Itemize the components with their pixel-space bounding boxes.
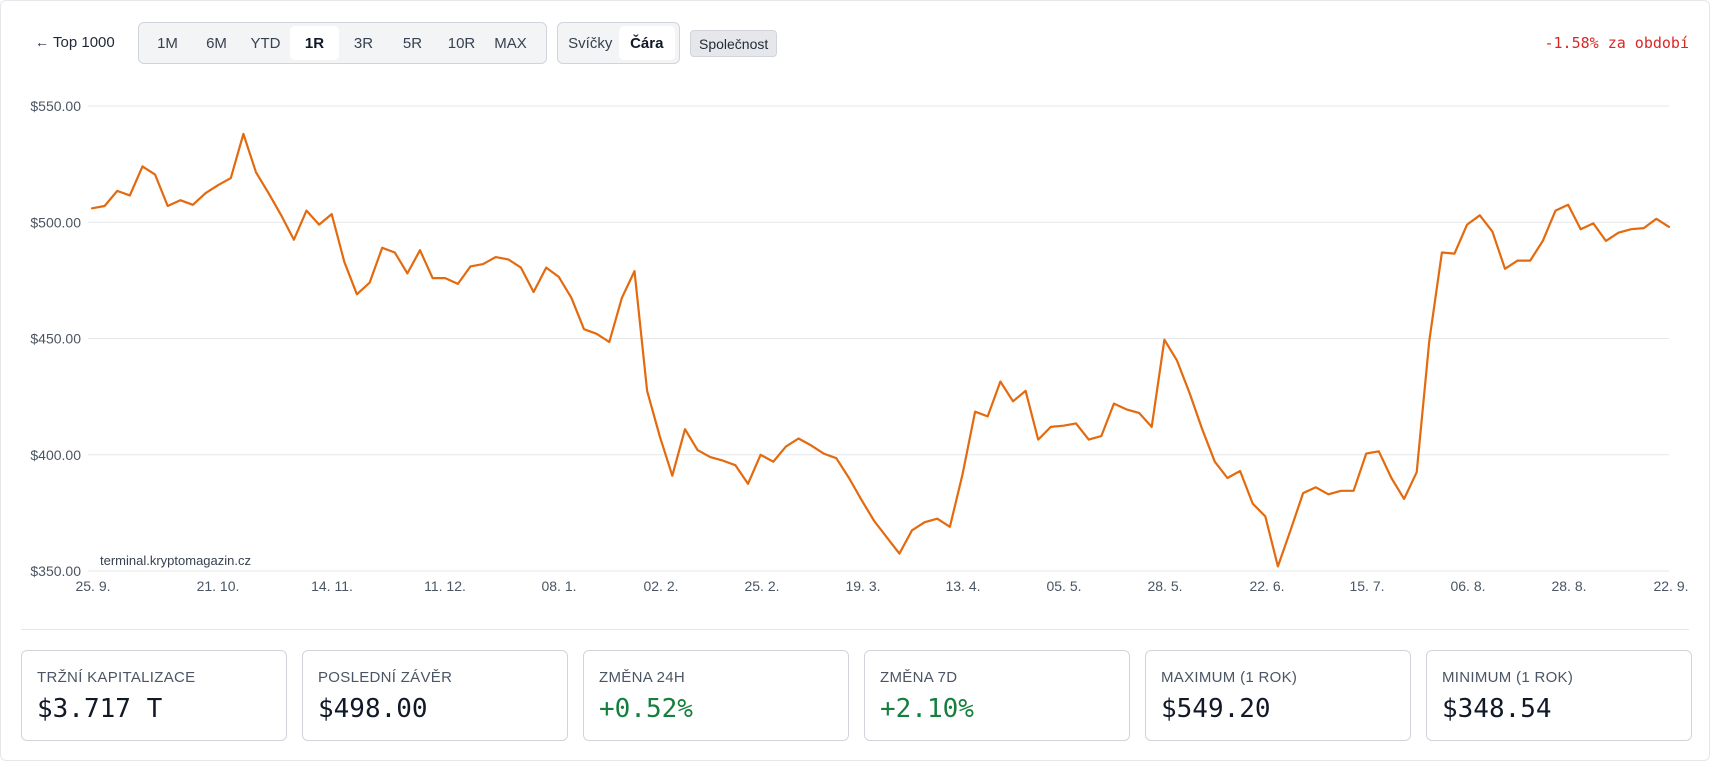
stat-label: ZMĚNA 7D: [880, 669, 958, 686]
stat-value: +2.10%: [880, 694, 974, 724]
stat-card-max-1y: MAXIMUM (1 ROK) $549.20: [1145, 650, 1411, 741]
company-button[interactable]: Společnost: [690, 30, 778, 57]
stat-card-change-7d: ZMĚNA 7D +2.10%: [864, 650, 1130, 741]
x-tick-label: 22. 6.: [1249, 578, 1284, 594]
range-selector: 1M 6M YTD 1R 3R 5R 10R MAX: [138, 22, 547, 64]
y-tick-label: $350.00: [30, 563, 81, 579]
x-tick-label: 06. 8.: [1450, 578, 1485, 594]
y-tick-label: $500.00: [30, 214, 81, 230]
stat-card-last-close: POSLEDNÍ ZÁVĚR $498.00: [302, 650, 568, 741]
range-option-10r[interactable]: 10R: [447, 34, 476, 52]
x-tick-label: 25. 9.: [75, 578, 110, 594]
x-tick-label: 15. 7.: [1349, 578, 1384, 594]
y-tick-label: $400.00: [30, 447, 81, 463]
stat-label: MINIMUM (1 ROK): [1442, 669, 1574, 686]
chart-type-line[interactable]: Čára: [618, 26, 675, 60]
x-tick-label: 25. 2.: [744, 578, 779, 594]
back-to-top-link[interactable]: ← Top 1000: [35, 32, 115, 52]
range-option-6m[interactable]: 6M: [206, 34, 227, 52]
stat-value: +0.52%: [599, 694, 693, 724]
stat-label: POSLEDNÍ ZÁVĚR: [318, 669, 453, 686]
period-change: -1.58% za období: [1544, 34, 1690, 52]
stat-value: $498.00: [318, 694, 428, 724]
x-tick-label: 11. 12.: [424, 578, 466, 594]
stat-card-change-24h: ZMĚNA 24H +0.52%: [583, 650, 849, 741]
stat-label: TRŽNÍ KAPITALIZACE: [37, 669, 196, 686]
range-option-1m[interactable]: 1M: [157, 34, 178, 52]
stat-card-min-1y: MINIMUM (1 ROK) $348.54: [1426, 650, 1692, 741]
stat-value: $348.54: [1442, 694, 1552, 724]
x-tick-label: 14. 11.: [311, 578, 353, 594]
x-tick-label: 08. 1.: [541, 578, 576, 594]
chart-type-candles[interactable]: Svíčky: [568, 34, 613, 52]
x-tick-label: 05. 5.: [1046, 578, 1081, 594]
range-option-ytd[interactable]: YTD: [250, 34, 281, 52]
divider: [21, 629, 1689, 630]
stat-value: $549.20: [1161, 694, 1271, 724]
price-line: [90, 132, 1671, 568]
x-tick-label: 28. 5.: [1147, 578, 1182, 594]
x-tick-label: 19. 3.: [845, 578, 880, 594]
x-tick-label: 22. 9.: [1653, 578, 1688, 594]
x-tick-label: 13. 4.: [945, 578, 980, 594]
stat-card-market-cap: TRŽNÍ KAPITALIZACE $3.717 T: [21, 650, 287, 741]
back-link-label: Top 1000: [53, 33, 115, 51]
stat-label: MAXIMUM (1 ROK): [1161, 669, 1298, 686]
range-option-1r[interactable]: 1R: [290, 26, 339, 60]
x-tick-label: 02. 2.: [643, 578, 678, 594]
chart-type-selector: Svíčky Čára: [557, 22, 680, 64]
range-option-5r[interactable]: 5R: [402, 34, 423, 52]
stat-value: $3.717 T: [37, 694, 163, 724]
watermark: terminal.kryptomagazin.cz: [100, 553, 251, 568]
y-tick-label: $450.00: [30, 331, 81, 347]
stat-label: ZMĚNA 24H: [599, 669, 686, 686]
y-tick-label: $550.00: [30, 98, 81, 114]
x-tick-label: 21. 10.: [197, 578, 240, 594]
range-option-max[interactable]: MAX: [494, 34, 527, 52]
arrow-left-icon: ←: [35, 34, 49, 50]
range-option-3r[interactable]: 3R: [353, 34, 374, 52]
x-tick-label: 28. 8.: [1551, 578, 1586, 594]
